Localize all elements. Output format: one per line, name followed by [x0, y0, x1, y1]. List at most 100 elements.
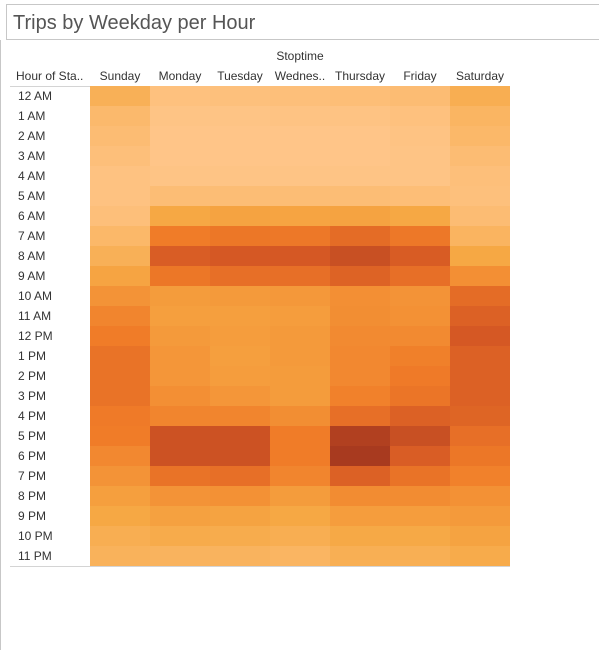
heatmap-cell[interactable]	[450, 546, 510, 566]
heatmap-cell[interactable]	[150, 166, 210, 186]
heatmap-cell[interactable]	[330, 206, 390, 226]
heatmap-cell[interactable]	[90, 466, 150, 486]
heatmap-cell[interactable]	[210, 266, 270, 286]
heatmap-cell[interactable]	[450, 266, 510, 286]
heatmap-cell[interactable]	[150, 466, 210, 486]
heatmap-cell[interactable]	[210, 466, 270, 486]
heatmap-cell[interactable]	[90, 346, 150, 366]
heatmap-cell[interactable]	[450, 106, 510, 126]
column-header[interactable]: Wednes..	[274, 69, 326, 83]
heatmap-cell[interactable]	[270, 426, 330, 446]
heatmap-cell[interactable]	[90, 226, 150, 246]
heatmap-cell[interactable]	[150, 266, 210, 286]
heatmap-cell[interactable]	[210, 486, 270, 506]
heatmap-cell[interactable]	[390, 446, 450, 466]
heatmap-cell[interactable]	[330, 326, 390, 346]
heatmap-cell[interactable]	[90, 186, 150, 206]
heatmap-cell[interactable]	[270, 86, 330, 106]
heatmap-cell[interactable]	[150, 146, 210, 166]
heatmap-cell[interactable]	[90, 446, 150, 466]
heatmap-cell[interactable]	[270, 246, 330, 266]
heatmap-cell[interactable]	[390, 226, 450, 246]
heatmap-cell[interactable]	[450, 466, 510, 486]
heatmap-cell[interactable]	[390, 306, 450, 326]
heatmap-cell[interactable]	[330, 346, 390, 366]
heatmap-cell[interactable]	[330, 146, 390, 166]
column-header[interactable]: Thursday	[334, 69, 386, 83]
heatmap-cell[interactable]	[210, 306, 270, 326]
heatmap-cell[interactable]	[450, 86, 510, 106]
heatmap-cell[interactable]	[150, 186, 210, 206]
heatmap-cell[interactable]	[150, 386, 210, 406]
heatmap-cell[interactable]	[90, 286, 150, 306]
heatmap-cell[interactable]	[270, 126, 330, 146]
heatmap-cell[interactable]	[150, 326, 210, 346]
heatmap-cell[interactable]	[210, 246, 270, 266]
heatmap-cell[interactable]	[390, 246, 450, 266]
heatmap-cell[interactable]	[210, 326, 270, 346]
heatmap-cell[interactable]	[150, 126, 210, 146]
heatmap-cell[interactable]	[450, 366, 510, 386]
heatmap-cell[interactable]	[330, 86, 390, 106]
heatmap-cell[interactable]	[270, 226, 330, 246]
heatmap-cell[interactable]	[270, 446, 330, 466]
heatmap-cell[interactable]	[90, 246, 150, 266]
heatmap-cell[interactable]	[150, 426, 210, 446]
heatmap-cell[interactable]	[150, 86, 210, 106]
heatmap-cell[interactable]	[390, 426, 450, 446]
heatmap-cell[interactable]	[390, 166, 450, 186]
heatmap-cell[interactable]	[330, 366, 390, 386]
heatmap-cell[interactable]	[390, 206, 450, 226]
heatmap-cell[interactable]	[330, 386, 390, 406]
heatmap-cell[interactable]	[450, 506, 510, 526]
heatmap-cell[interactable]	[330, 306, 390, 326]
heatmap-cell[interactable]	[330, 106, 390, 126]
heatmap-cell[interactable]	[330, 186, 390, 206]
heatmap-cell[interactable]	[450, 426, 510, 446]
heatmap-cell[interactable]	[330, 406, 390, 426]
heatmap-cell[interactable]	[90, 106, 150, 126]
heatmap-cell[interactable]	[210, 126, 270, 146]
heatmap-cell[interactable]	[450, 486, 510, 506]
heatmap-cell[interactable]	[270, 166, 330, 186]
heatmap-cell[interactable]	[210, 386, 270, 406]
heatmap-cell[interactable]	[390, 386, 450, 406]
heatmap-cell[interactable]	[450, 146, 510, 166]
heatmap-cell[interactable]	[210, 366, 270, 386]
heatmap-cell[interactable]	[90, 406, 150, 426]
heatmap-cell[interactable]	[150, 526, 210, 546]
heatmap-cell[interactable]	[390, 466, 450, 486]
row-field-header[interactable]: Hour of Sta..	[16, 69, 84, 83]
heatmap-cell[interactable]	[90, 146, 150, 166]
heatmap-cell[interactable]	[150, 226, 210, 246]
column-header[interactable]: Tuesday	[217, 69, 263, 83]
heatmap-cell[interactable]	[330, 446, 390, 466]
heatmap-cell[interactable]	[90, 386, 150, 406]
heatmap-cell[interactable]	[270, 386, 330, 406]
heatmap-cell[interactable]	[270, 466, 330, 486]
heatmap-cell[interactable]	[330, 246, 390, 266]
heatmap-cell[interactable]	[90, 206, 150, 226]
heatmap-cell[interactable]	[150, 366, 210, 386]
heatmap-cell[interactable]	[90, 126, 150, 146]
heatmap-cell[interactable]	[210, 186, 270, 206]
heatmap-cell[interactable]	[270, 406, 330, 426]
heatmap-cell[interactable]	[210, 286, 270, 306]
heatmap-cell[interactable]	[330, 166, 390, 186]
heatmap-cell[interactable]	[210, 346, 270, 366]
heatmap-cell[interactable]	[150, 446, 210, 466]
heatmap-cell[interactable]	[210, 86, 270, 106]
heatmap-cell[interactable]	[390, 326, 450, 346]
heatmap-cell[interactable]	[90, 426, 150, 446]
heatmap-cell[interactable]	[270, 306, 330, 326]
heatmap-cell[interactable]	[210, 146, 270, 166]
heatmap-cell[interactable]	[390, 186, 450, 206]
heatmap-cell[interactable]	[90, 366, 150, 386]
heatmap-cell[interactable]	[270, 546, 330, 566]
heatmap-cell[interactable]	[270, 206, 330, 226]
heatmap-cell[interactable]	[90, 526, 150, 546]
heatmap-cell[interactable]	[210, 166, 270, 186]
heatmap-cell[interactable]	[450, 386, 510, 406]
heatmap-cell[interactable]	[390, 146, 450, 166]
heatmap-cell[interactable]	[90, 506, 150, 526]
